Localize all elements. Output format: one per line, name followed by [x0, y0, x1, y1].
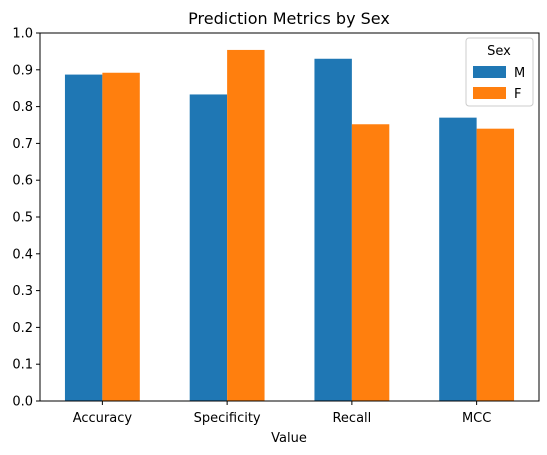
legend: Sex MF [465, 37, 534, 107]
x-axis-label: Value [271, 431, 307, 446]
x-tick-label: Accuracy [73, 411, 133, 426]
y-tick-label: 1.0 [12, 27, 33, 42]
y-tick-label: 0.9 [12, 63, 33, 78]
legend-swatch-M [473, 66, 506, 78]
x-tick-label: MCC [462, 411, 491, 426]
plot-area [64, 49, 515, 402]
bar-F-recall [351, 124, 390, 401]
y-tick-label: 0.5 [12, 211, 33, 226]
bar-M-mcc [439, 117, 477, 401]
y-tick-label: 0.4 [12, 247, 33, 262]
legend-label-M: M [514, 66, 525, 81]
x-axis: Accuracy Specificity Recall MCC [73, 401, 491, 426]
bar-F-specificity [227, 49, 265, 401]
y-tick-label: 0.0 [12, 395, 33, 410]
legend-swatch-F [473, 87, 506, 99]
y-tick-label: 0.6 [12, 174, 33, 189]
legend-label-F: F [514, 87, 521, 102]
y-axis: 0.0 0.1 0.2 0.3 0.4 0.5 0.6 0.7 0.8 0.9 1.0 [12, 27, 40, 410]
x-tick-label: Recall [332, 411, 371, 426]
y-tick-label: 0.1 [12, 358, 33, 373]
bar-F-accuracy [102, 72, 140, 401]
bar-M-specificity [189, 94, 228, 402]
legend-title: Sex [487, 44, 511, 59]
y-tick-label: 0.8 [12, 100, 33, 115]
bar-M-recall [314, 58, 352, 401]
y-tick-label: 0.7 [12, 137, 33, 152]
bar-M-accuracy [64, 74, 103, 402]
chart-title: Prediction Metrics by Sex [188, 9, 390, 28]
y-tick-label: 0.3 [12, 284, 33, 299]
y-tick-label: 0.2 [12, 321, 33, 336]
bar-F-mcc [476, 128, 515, 401]
x-tick-label: Specificity [194, 411, 261, 426]
